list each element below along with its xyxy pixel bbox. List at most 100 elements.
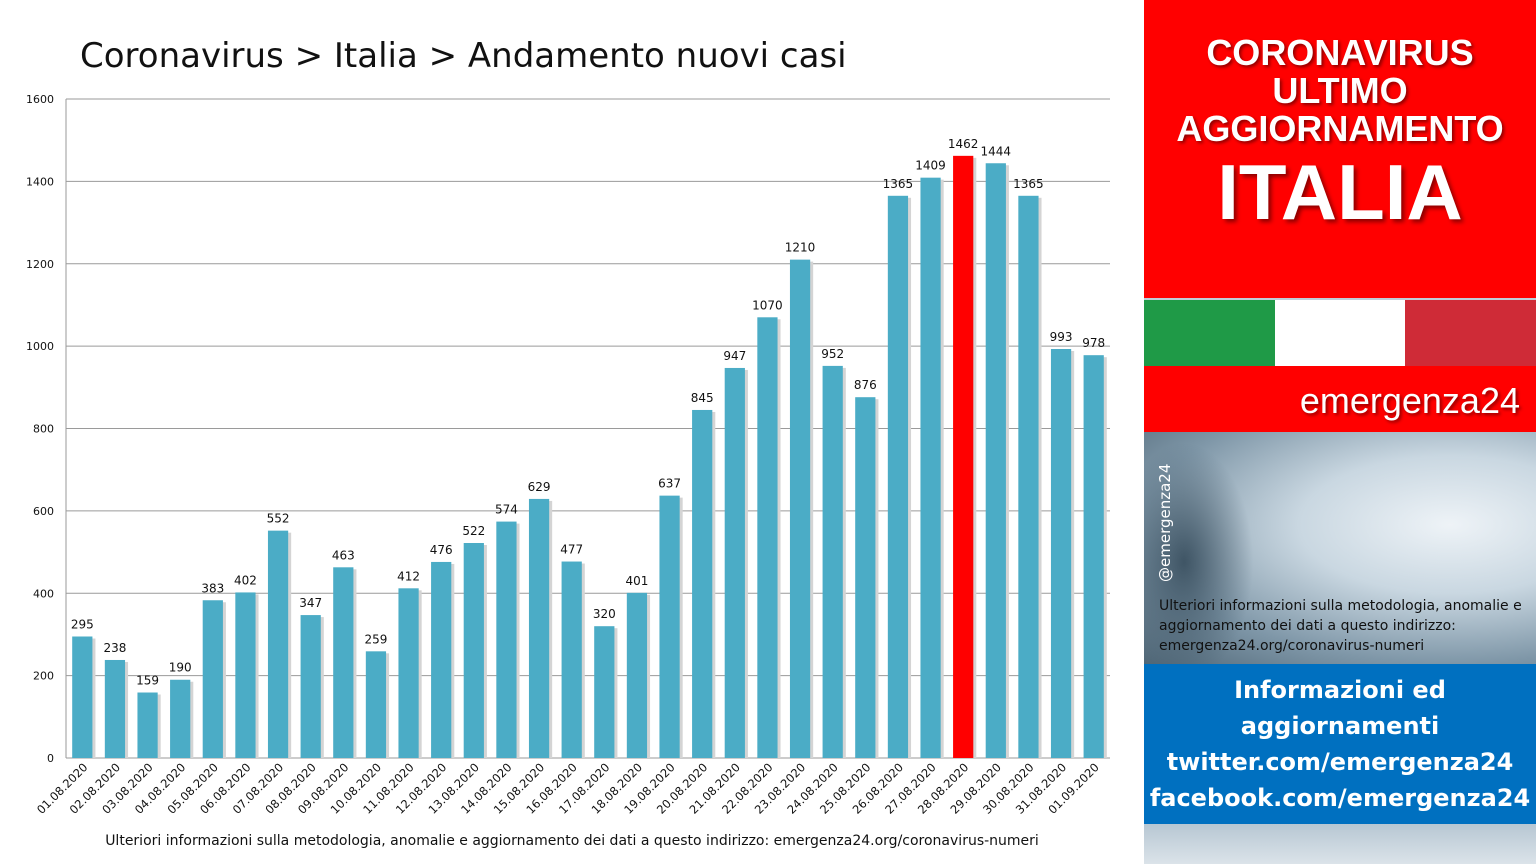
data-label: 1365 <box>883 177 914 191</box>
bar <box>855 397 876 758</box>
data-label: 845 <box>691 391 714 405</box>
y-tick-label: 600 <box>33 505 54 518</box>
bar <box>72 636 93 758</box>
bar <box>300 615 321 758</box>
data-label: 1462 <box>948 137 979 151</box>
data-label: 876 <box>854 378 877 392</box>
bar <box>626 592 648 758</box>
data-label: 477 <box>560 543 583 557</box>
bar <box>1018 195 1039 758</box>
info-line-2: aggiornamenti <box>1240 712 1440 740</box>
data-label: 238 <box>103 641 126 655</box>
y-axis: 0 200 400 600 800 1000 1200 1400 1600 <box>26 93 67 765</box>
bar <box>528 498 550 758</box>
data-label: 637 <box>658 477 681 491</box>
bar <box>561 561 582 758</box>
bar <box>692 409 713 758</box>
social-handle: @emergenza24 <box>1156 463 1174 582</box>
info-line-1: Informazioni ed <box>1234 676 1446 704</box>
data-label: 952 <box>821 347 844 361</box>
brand-name: emergenza24 <box>1144 366 1536 432</box>
social-links-block: Informazioni ed aggiornamenti twitter.co… <box>1144 664 1536 824</box>
bar <box>267 530 289 758</box>
data-label: 574 <box>495 503 518 517</box>
data-label: 1070 <box>752 298 783 312</box>
x-tick-labels: 01.08.202002.08.202003.08.202004.08.2020… <box>34 760 1102 816</box>
data-label: 476 <box>430 543 453 557</box>
bar <box>463 543 484 758</box>
bar <box>137 692 158 758</box>
data-label: 552 <box>267 512 290 526</box>
bar <box>757 317 778 758</box>
bars <box>72 155 1107 759</box>
y-tick-label: 1000 <box>26 340 54 353</box>
header-line-aggiornamento: AGGIORNAMENTO <box>1176 108 1504 149</box>
bar-chart: 0 200 400 600 800 1000 1200 1400 1600 295 238 159 1… <box>26 93 1110 817</box>
data-label: 401 <box>625 574 648 588</box>
bar <box>365 651 387 758</box>
update-header: CORONAVIRUS ULTIMO AGGIORNAMENTO ITALIA <box>1144 0 1536 298</box>
side-panel: CORONAVIRUS ULTIMO AGGIORNAMENTO ITALIA … <box>1144 0 1536 864</box>
y-tick-label: 800 <box>33 423 54 436</box>
bar <box>496 521 517 758</box>
bottom-photo-strip <box>1144 824 1536 864</box>
chart-title: Coronavirus > Italia > Andamento nuovi c… <box>80 36 847 76</box>
country-name: ITALIA <box>1217 148 1463 236</box>
bar <box>1083 355 1104 758</box>
bar <box>398 588 419 758</box>
bar <box>333 567 354 758</box>
data-label: 947 <box>723 349 746 363</box>
y-tick-label: 1200 <box>26 258 54 271</box>
bar <box>104 659 126 758</box>
twitter-link[interactable]: twitter.com/emergenza24 <box>1166 748 1514 776</box>
data-label: 522 <box>462 524 485 538</box>
flag-green-stripe <box>1144 300 1275 366</box>
bar <box>431 561 452 758</box>
y-tick-label: 1400 <box>26 175 54 188</box>
data-label: 1365 <box>1013 177 1044 191</box>
flag-white-stripe <box>1274 300 1406 366</box>
data-label: 320 <box>593 607 616 621</box>
header-line-ultimo: ULTIMO <box>1272 70 1408 111</box>
y-tick-label: 200 <box>33 670 54 683</box>
data-label: 402 <box>234 573 257 587</box>
facebook-link[interactable]: facebook.com/emergenza24 <box>1149 784 1531 812</box>
data-label: 993 <box>1050 330 1073 344</box>
data-labels: 295 238 159 190 383 402 552 347 463 259 412 476 522 5… <box>71 137 1105 688</box>
header-line-coronavirus: CORONAVIRUS <box>1206 32 1474 73</box>
data-label: 1444 <box>981 144 1012 158</box>
y-tick-label: 1600 <box>26 93 54 106</box>
bar <box>887 195 909 758</box>
chart-area: Coronavirus > Italia > Andamento nuovi c… <box>26 36 1110 849</box>
bar <box>953 155 974 758</box>
background-photo: @emergenza24 Ulteriori informazioni sull… <box>1144 432 1536 664</box>
bar <box>235 592 256 758</box>
data-label: 295 <box>71 617 94 631</box>
bar <box>594 626 615 758</box>
data-label: 978 <box>1082 336 1105 350</box>
y-tick-label: 0 <box>47 752 54 765</box>
data-label: 347 <box>299 596 322 610</box>
bar <box>724 367 745 758</box>
data-label: 1409 <box>915 159 946 173</box>
bar <box>202 600 223 758</box>
bar <box>920 177 941 759</box>
bar <box>789 259 811 758</box>
bar <box>170 679 191 758</box>
bar <box>659 495 680 758</box>
methodology-info: Ulteriori informazioni sulla metodologia… <box>1159 598 1522 654</box>
data-label: 159 <box>136 674 159 688</box>
data-label: 412 <box>397 569 420 583</box>
y-tick-label: 400 <box>33 587 54 600</box>
data-label: 259 <box>364 632 387 646</box>
italian-flag-icon <box>1144 300 1536 366</box>
data-label: 190 <box>169 661 192 675</box>
data-label: 629 <box>528 480 551 494</box>
flag-red-stripe <box>1405 300 1536 366</box>
data-label: 383 <box>201 581 224 595</box>
bar <box>985 163 1006 758</box>
bar <box>1050 349 1072 758</box>
bar <box>822 365 843 758</box>
data-label: 1210 <box>785 241 816 255</box>
data-label: 463 <box>332 548 355 562</box>
